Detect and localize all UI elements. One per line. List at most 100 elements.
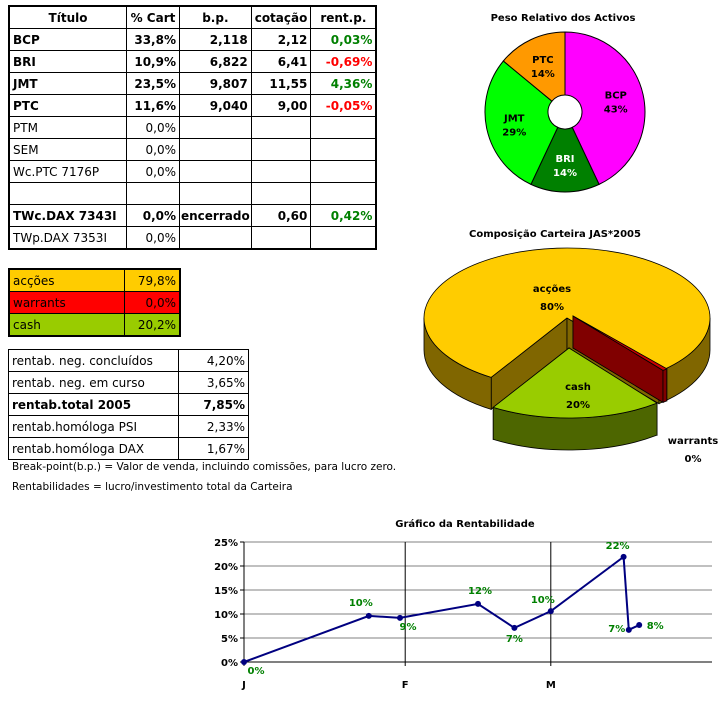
bp-cell xyxy=(179,226,252,250)
returns-label: rentab. neg. concluídos xyxy=(8,349,179,372)
allocation-value: 20,2% xyxy=(124,313,181,337)
series-line xyxy=(243,554,640,663)
pie3d-slice-warrants xyxy=(572,315,668,371)
table-row: JMT 23,5% 9,807 11,55 4,36% xyxy=(8,72,377,95)
pie-slice-bri xyxy=(530,126,600,193)
pie-value: 14% xyxy=(531,69,555,80)
pie3d-label: cash xyxy=(565,382,591,393)
pie3d-title: Composição Carteira JAS*2005 xyxy=(469,229,641,240)
data-point xyxy=(620,553,627,560)
allocation-value: 79,8% xyxy=(124,268,181,292)
header-row: Título% Cart b.p. cotação rent.p. xyxy=(8,5,377,29)
table-row: TWp.DAX 7353I 0,0% xyxy=(8,226,377,250)
returns-value: 7,85% xyxy=(178,393,249,416)
data-label: 0% xyxy=(248,666,265,677)
pie3d-value: 0% xyxy=(685,454,702,465)
note-breakpoint: Break-point(b.p.) = Valor de venda, incl… xyxy=(12,461,397,473)
table-row: TWc.DAX 7343I 0,0% encerrado 0,60 0,42% xyxy=(8,204,377,227)
allocation-row: acções 79,8% xyxy=(8,268,181,292)
pie3d-slice-cash xyxy=(492,347,658,419)
bp-cell: encerrado xyxy=(179,204,252,227)
table-row: BCP 33,8% 2,118 2,12 0,03% xyxy=(8,28,377,51)
returns-label: rentab.homóloga DAX xyxy=(8,437,179,460)
returns-row: rentab.total 2005 7,85% xyxy=(8,393,249,416)
data-point xyxy=(241,659,247,665)
pie3d-slice-accoes xyxy=(423,247,711,378)
title-cell: Wc.PTC 7176P xyxy=(8,160,127,183)
y-tick-label: 20% xyxy=(214,562,238,573)
pie3d-label: warrants xyxy=(668,436,718,447)
data-label: 9% xyxy=(400,622,417,633)
table-row xyxy=(8,182,377,205)
returns-label: rentab.total 2005 xyxy=(8,393,179,416)
column-header: b.p. xyxy=(179,5,252,29)
data-point xyxy=(511,624,518,631)
allocation-value: 0,0% xyxy=(124,291,181,314)
table-row: BRI 10,9% 6,822 6,41 -0,69% xyxy=(8,50,377,73)
data-label: 7% xyxy=(608,624,625,635)
allocation-label: warrants xyxy=(8,291,125,314)
returns-row: rentab. neg. em curso 3,65% xyxy=(8,371,249,394)
pie-label: PTC xyxy=(532,55,554,66)
y-tick-label: 5% xyxy=(221,634,238,645)
pct-cell: 0,0% xyxy=(126,204,180,227)
note-rentabilidade: Rentabilidades = lucro/investimento tota… xyxy=(12,481,293,493)
y-tick-label: 0% xyxy=(221,658,238,669)
pct-cell: 0,0% xyxy=(126,226,180,250)
bp-cell: 9,807 xyxy=(179,72,252,95)
holdings-table: Título% Cart b.p. cotação rent.p. BCP 33,8%… xyxy=(8,5,378,250)
data-point xyxy=(547,608,554,615)
allocation-row: cash 20,2% xyxy=(8,313,181,337)
pie-value: 29% xyxy=(502,127,526,138)
returns-row: rentab.homóloga PSI 2,33% xyxy=(8,415,249,438)
data-point xyxy=(625,626,632,633)
table-row: PTC 11,6% 9,040 9,00 -0,05% xyxy=(8,94,377,117)
returns-value: 1,67% xyxy=(178,437,249,460)
pie-slice-ptc xyxy=(502,31,566,102)
rent-cell: 0,42% xyxy=(310,204,377,227)
price-cell: 6,41 xyxy=(250,50,312,73)
x-tick-label: M xyxy=(546,680,556,691)
column-header: rent.p. xyxy=(310,5,377,29)
allocation-label: cash xyxy=(8,313,125,337)
title-cell: TWc.DAX 7343I xyxy=(8,204,127,227)
rent-cell: -0,69% xyxy=(310,50,377,73)
data-label: 12% xyxy=(468,586,492,597)
column-header: % Cart xyxy=(126,5,180,29)
allocation-table: acções 79,8% warrants 0,0% cash 20,2% xyxy=(8,268,181,337)
returns-label: rentab.homóloga PSI xyxy=(8,415,179,438)
data-label: 8% xyxy=(647,621,664,632)
pie3d-label: acções xyxy=(533,284,571,295)
allocation-row: warrants 0,0% xyxy=(8,291,181,314)
data-label: 22% xyxy=(606,541,630,552)
pie3d-value: 80% xyxy=(540,302,564,313)
data-point xyxy=(475,600,481,607)
pct-cell: 0,0% xyxy=(126,160,180,183)
data-label: 10% xyxy=(349,598,373,609)
data-label: 10% xyxy=(531,595,555,606)
pie-title: Peso Relativo dos Activos xyxy=(491,13,636,24)
data-point xyxy=(397,614,403,621)
data-label: 7% xyxy=(506,634,523,645)
pie3d-slice-warrants-side xyxy=(662,368,668,403)
data-point xyxy=(636,622,643,629)
pie-label: BCP xyxy=(605,91,627,102)
x-tick-label: F xyxy=(402,680,409,691)
y-tick-label: 15% xyxy=(214,586,238,597)
rent-cell: 0,03% xyxy=(310,28,377,51)
title-cell: TWp.DAX 7353I xyxy=(8,226,127,250)
price-cell: 0,60 xyxy=(250,204,312,227)
pie-value: 14% xyxy=(553,168,577,179)
rent-cell: -0,05% xyxy=(310,94,377,117)
x-tick-label: J xyxy=(241,680,246,691)
pie3d-value: 20% xyxy=(566,400,590,411)
pie-value: 43% xyxy=(604,105,628,116)
pie-slice-jmt xyxy=(484,60,559,186)
line-title: Gráfico da Rentabilidade xyxy=(395,518,535,530)
returns-value: 3,65% xyxy=(178,371,249,394)
price-cell xyxy=(250,226,312,250)
bp-cell: 6,822 xyxy=(179,50,252,73)
bp-cell: 9,040 xyxy=(179,94,252,117)
returns-row: rentab. neg. concluídos 4,20% xyxy=(8,349,249,372)
